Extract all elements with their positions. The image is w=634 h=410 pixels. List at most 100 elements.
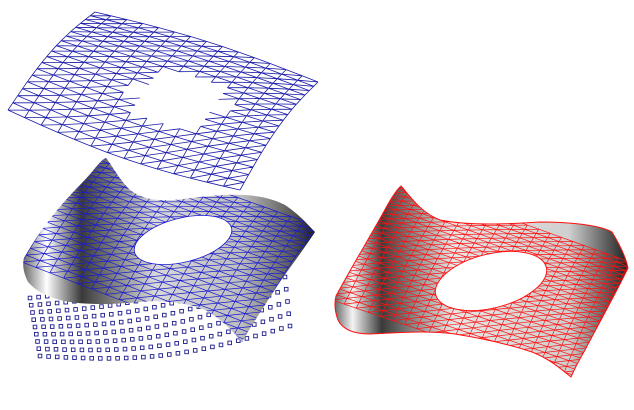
sample-point (189, 317, 194, 322)
sample-point (109, 312, 114, 317)
sample-point (96, 347, 102, 353)
sample-point (102, 330, 108, 335)
sample-point (72, 355, 77, 360)
sample-point (111, 329, 117, 335)
sample-point (36, 346, 42, 351)
sample-point (88, 347, 93, 353)
sample-point (57, 316, 62, 321)
sample-point (187, 306, 193, 312)
sample-point (183, 339, 188, 344)
sample-point (132, 355, 138, 360)
sample-point (106, 356, 112, 361)
sample-point (173, 330, 178, 336)
sample-point (99, 304, 104, 309)
sample-point (270, 328, 276, 334)
sample-point (148, 344, 154, 350)
sample-point (131, 346, 136, 351)
sample-point (31, 317, 36, 322)
sample-point (260, 319, 266, 325)
sample-point (160, 303, 166, 308)
sample-point (104, 338, 109, 344)
sample-point (275, 290, 280, 295)
sample-point (123, 355, 129, 361)
sample-point (37, 302, 43, 307)
sample-point (98, 356, 103, 361)
sample-point (46, 301, 51, 307)
sample-point (93, 322, 98, 327)
sample-point (91, 313, 97, 319)
sample-point (95, 339, 101, 344)
wireframe-surface (7, 11, 319, 191)
sample-point (208, 333, 214, 339)
sample-point (277, 314, 283, 319)
sample-point (285, 299, 290, 304)
sample-point (77, 331, 82, 336)
sample-point (53, 347, 59, 352)
sample-point (115, 356, 120, 361)
sample-point (157, 343, 162, 349)
sample-point (46, 354, 51, 359)
sample-point (114, 347, 119, 352)
sample-point (27, 295, 33, 301)
sample-point (89, 356, 94, 361)
sample-point (83, 314, 88, 320)
sample-point (126, 309, 131, 315)
sample-point (30, 310, 35, 315)
sample-point (279, 326, 284, 331)
sample-point (154, 324, 160, 329)
sample-point (283, 286, 289, 292)
sample-point (67, 323, 72, 329)
sample-point (138, 336, 144, 341)
sample-point (171, 320, 177, 326)
sample-point (192, 348, 198, 353)
sample-point (227, 340, 232, 346)
sample-point (164, 332, 170, 338)
sample-point (63, 355, 69, 360)
sample-point (28, 302, 34, 308)
sample-point (191, 337, 197, 343)
sample-point (136, 317, 141, 323)
sample-point (147, 335, 152, 340)
sample-point (134, 308, 140, 313)
sample-point (149, 354, 155, 359)
sample-point (52, 339, 57, 345)
sample-point (56, 308, 61, 314)
sample-point (94, 330, 99, 336)
sample-point (110, 320, 115, 326)
sample-point (118, 319, 124, 325)
sample-point (38, 309, 44, 315)
sample-point (163, 322, 168, 328)
sample-point (180, 319, 186, 324)
sample-point (261, 331, 267, 336)
sample-point (75, 323, 81, 328)
sample-point (190, 327, 195, 332)
sample-point (206, 312, 211, 318)
sample-point (54, 354, 60, 360)
red-surface-outline (334, 185, 629, 378)
sample-point (139, 345, 145, 351)
sample-point (144, 316, 150, 321)
sample-point (244, 336, 250, 341)
sample-point (70, 347, 76, 353)
sample-point (158, 353, 163, 358)
sample-point (85, 331, 91, 336)
sample-point (121, 337, 126, 343)
sample-point (200, 335, 205, 341)
sample-point (42, 331, 48, 337)
sample-point (165, 342, 171, 347)
sample-point (287, 323, 293, 329)
sample-point (35, 339, 40, 344)
sample-point (199, 325, 204, 330)
sample-point (137, 326, 142, 332)
sample-point (105, 347, 110, 353)
sample-point (107, 303, 113, 308)
sample-point (128, 327, 134, 333)
sample-point (201, 346, 207, 351)
sample-point (236, 338, 241, 343)
sample-point (64, 307, 70, 313)
sample-point (86, 339, 92, 344)
sample-point (174, 341, 179, 346)
sample-point (43, 339, 49, 344)
sample-point (226, 329, 231, 335)
